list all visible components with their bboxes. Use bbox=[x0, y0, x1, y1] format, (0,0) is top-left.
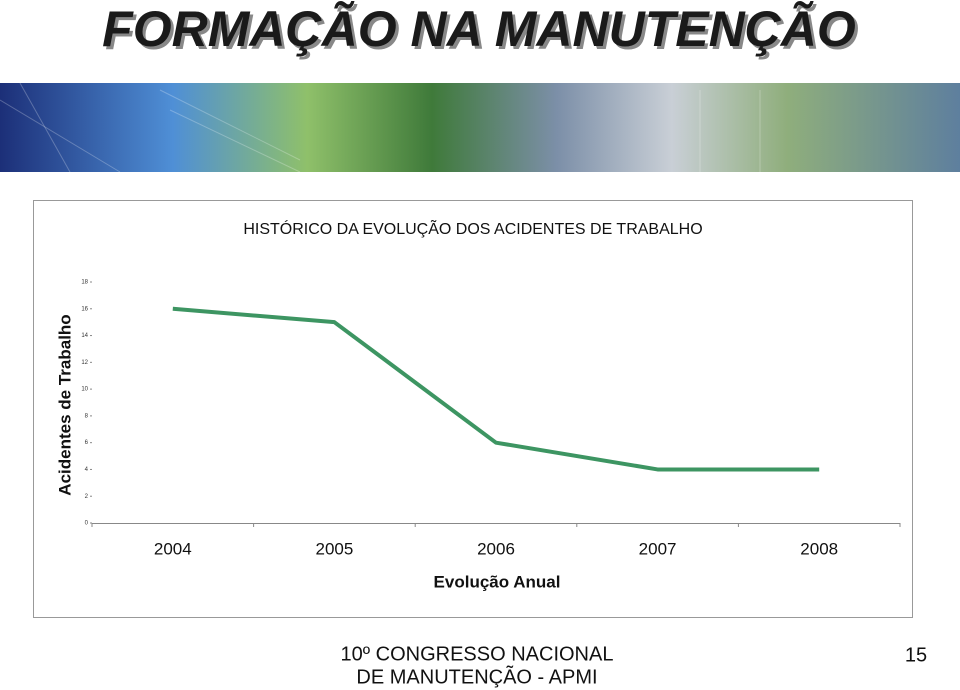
chart-frame bbox=[33, 200, 913, 618]
x-tick-label: 2004 bbox=[154, 539, 192, 558]
chart-title: HISTÓRICO DA EVOLUÇÃO DOS ACIDENTES DE T… bbox=[243, 218, 702, 238]
x-tick-label: 2007 bbox=[639, 539, 677, 558]
data-line bbox=[172, 306, 820, 472]
banner-image bbox=[0, 83, 960, 172]
y-tick-label: 4 bbox=[85, 467, 89, 473]
slide-title: FORMAÇÃO NA MANUTENÇÃO bbox=[102, 1, 856, 57]
footer-event: 10º CONGRESSO NACIONAL bbox=[341, 643, 614, 665]
y-tick-label: 2 bbox=[85, 494, 89, 500]
title-shadow: FORMAÇÃO NA MANUTENÇÃO bbox=[105, 4, 859, 60]
y-tick-label: 8 bbox=[85, 413, 89, 419]
x-tick-label: 2006 bbox=[477, 539, 515, 558]
y-tick-label: 10 bbox=[81, 387, 88, 393]
banner-pattern bbox=[0, 82, 761, 173]
y-tick-label: 6 bbox=[85, 440, 89, 446]
y-tick-label: 0 bbox=[85, 521, 89, 527]
x-tick-label: 2005 bbox=[315, 539, 353, 558]
y-tick-label: 18 bbox=[81, 280, 88, 286]
x-tick-label: 2008 bbox=[800, 539, 838, 558]
x-axis-label: Evolução Anual bbox=[434, 572, 561, 591]
page-number: 15 bbox=[905, 644, 927, 666]
y-tick-label: 12 bbox=[81, 360, 88, 366]
y-tick-label: 14 bbox=[81, 333, 88, 339]
y-tick-label: 16 bbox=[81, 306, 88, 312]
footer-event: DE MANUTENÇÃO - APMI bbox=[356, 664, 597, 688]
y-axis-label: Acidentes de Trabalho bbox=[55, 314, 74, 495]
